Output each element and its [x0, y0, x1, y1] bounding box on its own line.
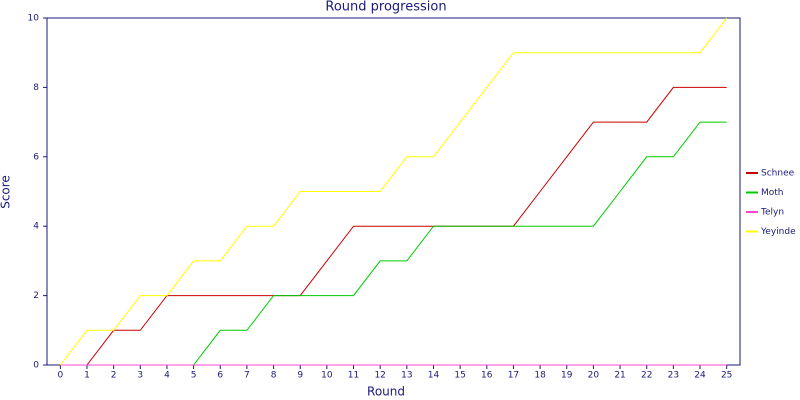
x-tick-label: 9	[297, 371, 303, 381]
x-tick-label: 2	[111, 371, 117, 381]
legend-label: Moth	[761, 188, 784, 198]
x-tick-label: 6	[217, 371, 223, 381]
x-tick-label: 24	[694, 371, 706, 381]
x-tick-label: 19	[561, 371, 573, 381]
legend-label: Schnee	[761, 169, 795, 179]
x-tick-label: 0	[57, 371, 63, 381]
x-tick-label: 21	[614, 371, 625, 381]
x-tick-label: 17	[508, 371, 519, 381]
x-tick-label: 14	[428, 371, 440, 381]
chart-title: Round progression	[325, 0, 446, 15]
x-tick-label: 4	[164, 371, 170, 381]
legend-label: Telyn	[760, 208, 784, 218]
x-tick-label: 1	[84, 371, 90, 381]
y-axis-label: Score	[0, 175, 13, 209]
y-tick-label: 8	[33, 83, 39, 93]
x-tick-label: 25	[721, 371, 732, 381]
x-tick-label: 20	[588, 371, 600, 381]
y-tick-label: 2	[33, 291, 39, 301]
y-tick-label: 4	[33, 222, 39, 232]
legend-label: Yeyinde	[760, 227, 796, 237]
x-tick-label: 5	[191, 371, 197, 381]
x-tick-label: 8	[271, 371, 277, 381]
x-tick-label: 16	[481, 371, 493, 381]
y-tick-label: 10	[28, 14, 40, 24]
series-line	[60, 121, 727, 366]
y-tick-label: 6	[33, 152, 39, 162]
series-line	[60, 86, 727, 366]
x-tick-label: 12	[374, 371, 385, 381]
x-tick-label: 3	[137, 371, 143, 381]
x-tick-label: 18	[534, 371, 546, 381]
x-tick-label: 10	[321, 371, 333, 381]
series-line	[59, 17, 728, 366]
plot-frame	[46, 17, 741, 366]
x-tick-label: 13	[401, 371, 412, 381]
x-tick-label: 11	[348, 371, 359, 381]
y-tick-label: 0	[33, 361, 39, 371]
x-tick-label: 22	[641, 371, 652, 381]
x-tick-label: 7	[244, 371, 250, 381]
x-tick-label: 23	[668, 371, 679, 381]
x-axis-label: Round	[367, 385, 405, 399]
x-tick-label: 15	[454, 371, 465, 381]
